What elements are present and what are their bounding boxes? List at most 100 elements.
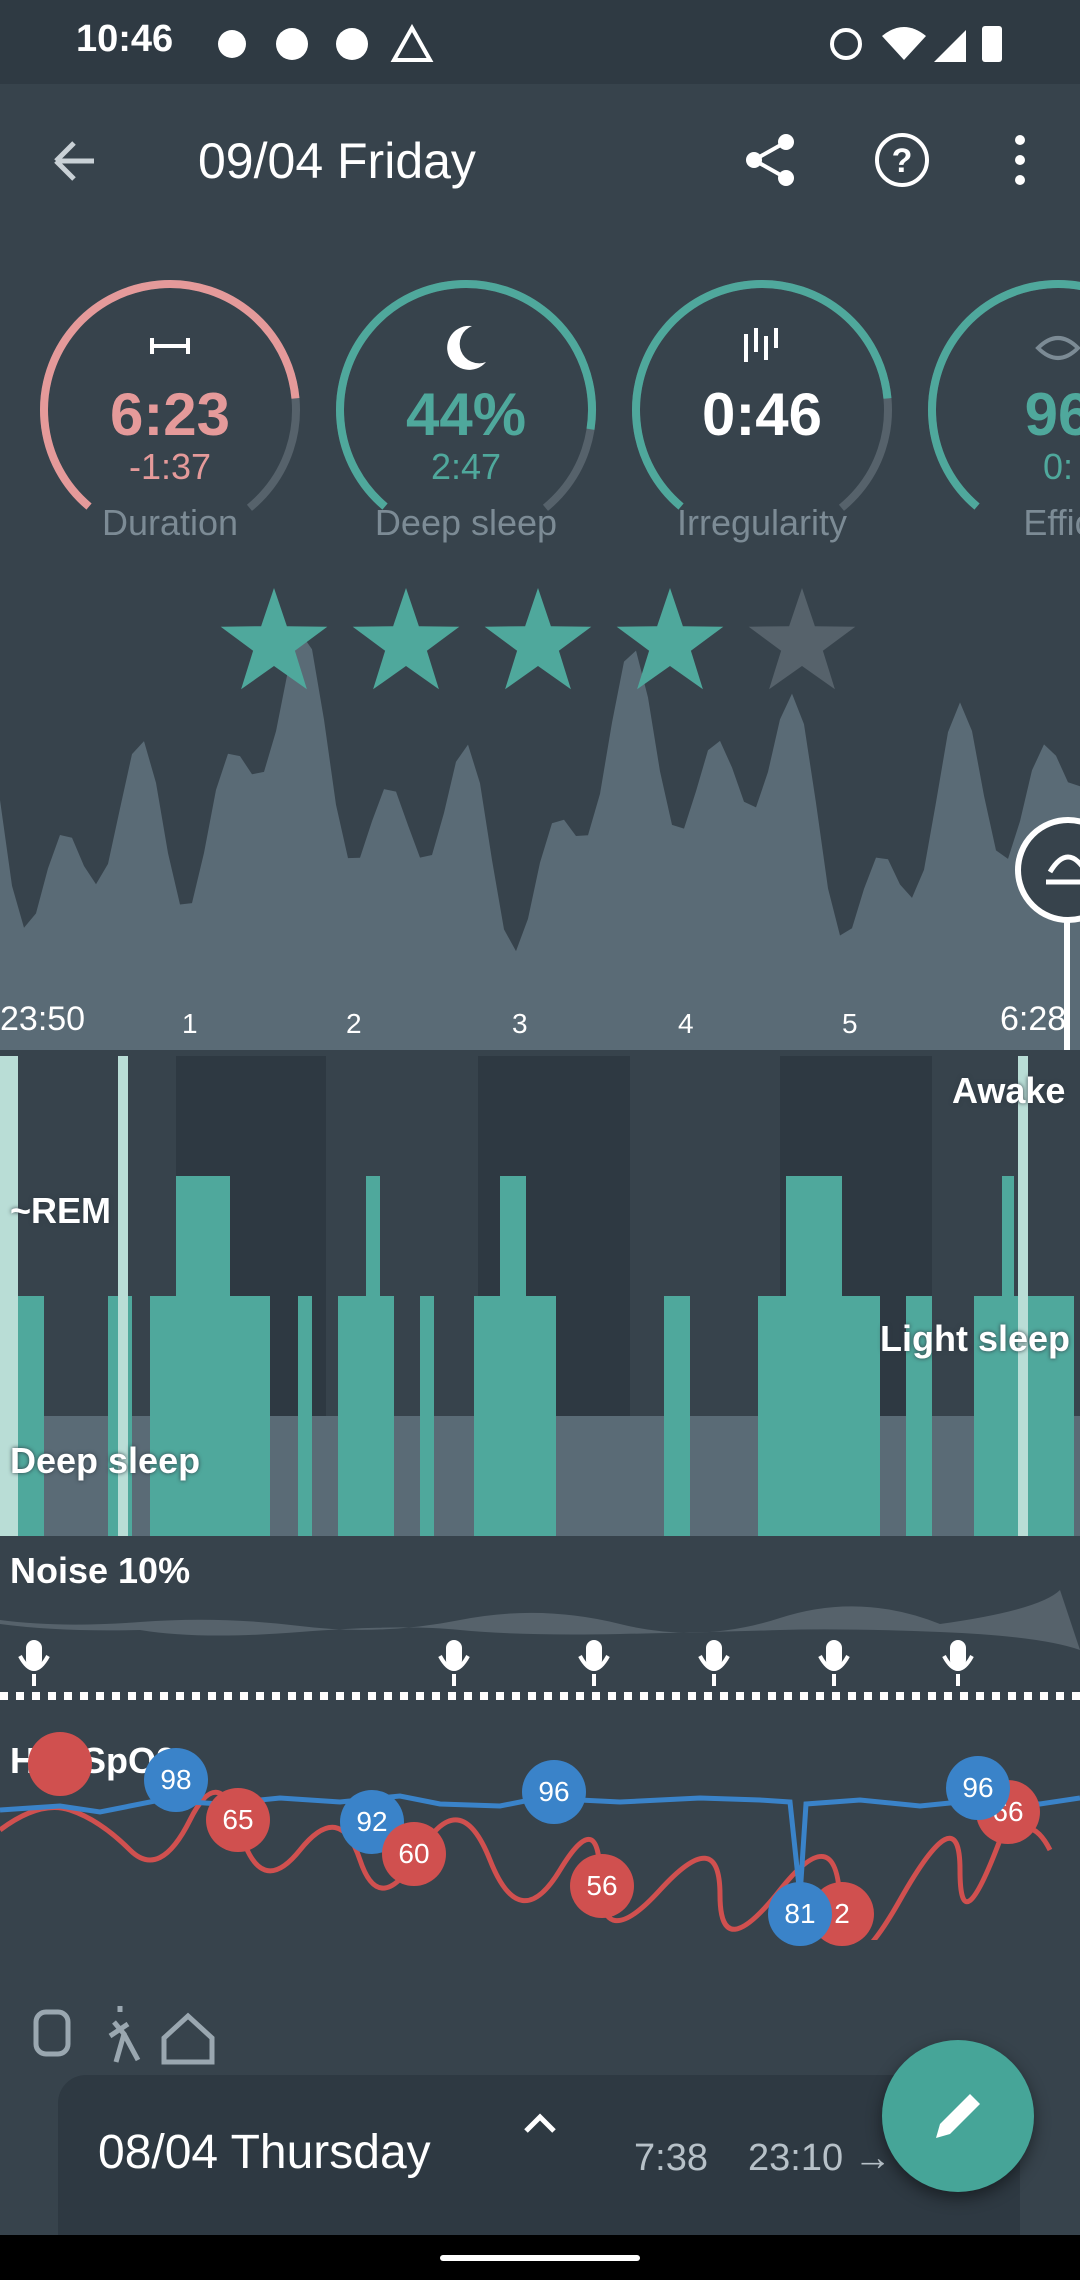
spo2-bubble: 96 — [946, 1756, 1010, 1820]
signal-icon — [934, 30, 966, 62]
light-sleep-bar — [18, 1296, 44, 1536]
noise-tick — [32, 1692, 40, 1700]
noise-tick — [416, 1692, 424, 1700]
microphone-icon — [438, 1640, 470, 1686]
noise-tick — [880, 1692, 888, 1700]
walk-icon — [108, 2006, 141, 2063]
previous-record-title: 08/04 Thursday — [98, 2126, 431, 2179]
star-icon — [616, 588, 724, 690]
gauge-label: Deep sleep — [374, 502, 558, 543]
light-sleep-bar — [420, 1296, 434, 1536]
edit-fab[interactable] — [882, 2040, 1034, 2192]
hypnogram-bars — [18, 1176, 1074, 1536]
activity-area — [0, 632, 1080, 1050]
status-bar: 10:46 — [0, 0, 1080, 84]
noise-tick — [928, 1692, 936, 1700]
rem-bar — [1002, 1176, 1014, 1536]
microphone-icon — [818, 1640, 850, 1686]
noise-tick — [816, 1692, 824, 1700]
noise-tick — [0, 1692, 8, 1700]
help-icon[interactable]: ? — [872, 130, 932, 190]
rem-bar — [786, 1176, 842, 1536]
microphone-icon — [578, 1640, 610, 1686]
star-icon — [220, 588, 328, 690]
alarm-marker-icon[interactable] — [1010, 812, 1080, 932]
noise-tick — [112, 1692, 120, 1700]
noise-tick — [80, 1692, 88, 1700]
noise-tick — [240, 1692, 248, 1700]
rating-stars[interactable] — [212, 582, 872, 702]
deep-sleep-label: Deep sleep — [10, 1440, 201, 1481]
noise-tick — [752, 1692, 760, 1700]
hr-bubble: 56 — [570, 1854, 634, 1918]
hr-line — [0, 1789, 1053, 1940]
light-sleep-label: Light sleep — [880, 1318, 1071, 1359]
noise-tick — [464, 1692, 472, 1700]
source-icons — [33, 2006, 215, 2065]
noise-tick — [848, 1692, 856, 1700]
noise-tick — [768, 1692, 776, 1700]
noise-tick — [448, 1692, 456, 1700]
page-title: 09/04 Friday — [198, 133, 476, 189]
gauge-irregularity[interactable]: 0:46 Irregularity — [622, 270, 902, 550]
noise-tick — [256, 1692, 264, 1700]
gauge-value: 0:46 — [701, 381, 823, 448]
more-vert-icon[interactable] — [1000, 130, 1040, 190]
gauge-value: 6:23 — [109, 381, 231, 448]
eye-icon — [1035, 336, 1080, 360]
previous-record-range: 23:10 → — [748, 2137, 892, 2179]
gauge-duration[interactable]: 6:23 -1:37 Duration — [30, 270, 310, 550]
noise-tick — [176, 1692, 184, 1700]
chevron-up-icon[interactable] — [520, 2107, 560, 2137]
rem-bar — [176, 1176, 230, 1536]
noise-tick — [976, 1692, 984, 1700]
awake-segment — [0, 1056, 18, 1536]
noise-tick — [640, 1692, 648, 1700]
gauge-efficiency[interactable]: 96 0: Effic — [918, 270, 1080, 550]
gauge-label: Effic — [1023, 502, 1080, 543]
noise-tick — [544, 1692, 552, 1700]
noise-tick — [144, 1692, 152, 1700]
duration-icon — [150, 338, 190, 354]
noise-tick — [1072, 1692, 1080, 1700]
noise-tick — [304, 1692, 312, 1700]
noise-tick — [288, 1692, 296, 1700]
star-icon — [352, 588, 460, 690]
spo2-bubble: 81 — [768, 1882, 832, 1946]
status-time: 10:46 — [76, 18, 174, 60]
axis-start-label: 23:50 — [0, 1000, 86, 1038]
light-sleep-bar — [664, 1296, 690, 1536]
previous-record-sheet[interactable]: 08/04 Thursday 7:38 23:10 → — [58, 2075, 1020, 2235]
gauge-deep-sleep[interactable]: 44% 2:47 Deep sleep — [326, 270, 606, 550]
previous-record-duration: 7:38 — [634, 2137, 708, 2179]
axis-hour-label: 3 — [512, 1008, 528, 1039]
status-left-icons — [218, 24, 434, 62]
noise-tick — [368, 1692, 376, 1700]
light-sleep-bar — [906, 1296, 932, 1536]
noise-tick — [512, 1692, 520, 1700]
spo2-bubble: 96 — [522, 1760, 586, 1824]
gauge-clip: 96 0: Effic — [918, 270, 1080, 550]
noise-tick — [1008, 1692, 1016, 1700]
status-right-icons — [830, 26, 1002, 62]
noise-tick — [1056, 1692, 1064, 1700]
wake-marker-line — [1064, 870, 1070, 1050]
gauge-arc — [40, 280, 300, 540]
share-icon[interactable] — [740, 130, 800, 190]
noise-tick — [496, 1692, 504, 1700]
noise-tick — [832, 1692, 840, 1700]
noise-tick — [656, 1692, 664, 1700]
back-arrow-icon[interactable] — [48, 134, 102, 188]
rem-label: ~REM — [10, 1190, 112, 1231]
bars-icon — [744, 328, 778, 362]
hr-bubble: 65 — [206, 1788, 270, 1852]
app-bar: 09/04 Friday ? — [0, 84, 1080, 234]
star-icon — [484, 588, 592, 690]
wifi-icon — [882, 27, 926, 60]
awake-segment — [1018, 1056, 1028, 1536]
gauge-sub-value: 2:47 — [430, 446, 502, 487]
noise-tick — [160, 1692, 168, 1700]
gesture-handle[interactable] — [440, 2255, 640, 2261]
noise-tick — [208, 1692, 216, 1700]
noise-tick — [400, 1692, 408, 1700]
